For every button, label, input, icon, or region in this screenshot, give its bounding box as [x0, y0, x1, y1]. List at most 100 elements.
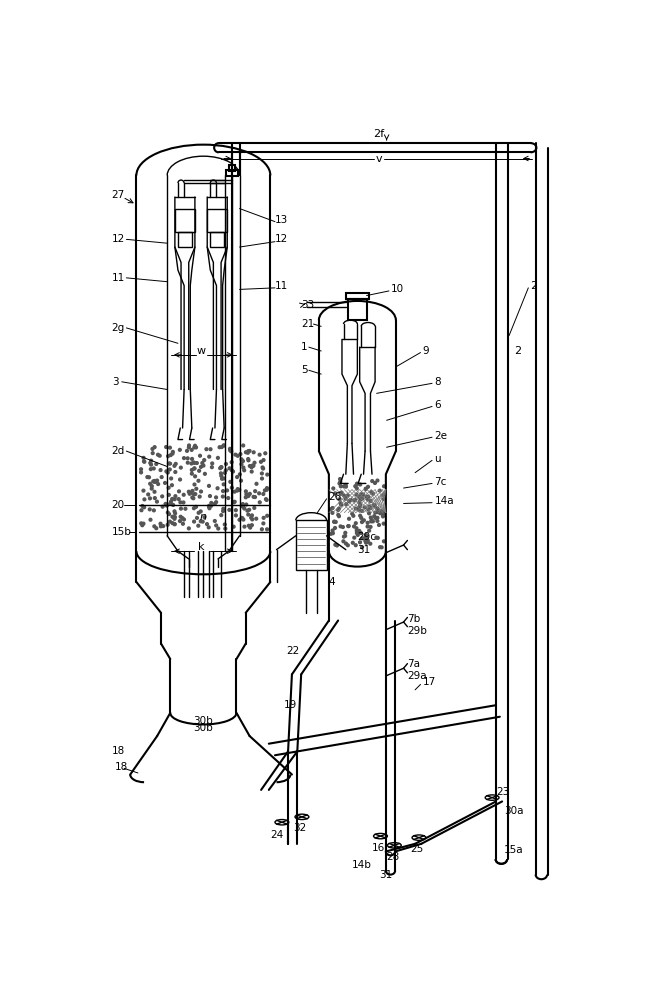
Circle shape [242, 444, 244, 447]
Circle shape [198, 454, 202, 457]
Circle shape [191, 490, 194, 492]
Ellipse shape [412, 835, 426, 840]
Circle shape [382, 515, 384, 518]
Circle shape [264, 498, 268, 501]
Circle shape [214, 502, 216, 505]
Circle shape [237, 488, 239, 490]
Circle shape [246, 458, 250, 460]
Text: 23: 23 [496, 787, 509, 797]
Circle shape [201, 462, 204, 464]
Circle shape [266, 473, 269, 476]
Text: 31: 31 [379, 870, 393, 880]
Circle shape [358, 514, 362, 517]
Circle shape [221, 490, 225, 492]
Circle shape [369, 500, 372, 502]
Circle shape [154, 480, 156, 483]
Circle shape [154, 497, 156, 499]
Circle shape [232, 525, 235, 528]
Text: 29c: 29c [357, 532, 376, 542]
Circle shape [380, 511, 383, 514]
Circle shape [380, 546, 383, 549]
Circle shape [353, 498, 357, 501]
Bar [207, 209, 227, 232]
Text: 12: 12 [112, 234, 125, 244]
Circle shape [167, 513, 171, 515]
Circle shape [379, 512, 382, 515]
Circle shape [247, 524, 250, 527]
Circle shape [240, 458, 243, 461]
Circle shape [245, 503, 248, 506]
Circle shape [331, 532, 334, 535]
Circle shape [205, 448, 208, 451]
Ellipse shape [374, 833, 387, 839]
Circle shape [175, 462, 177, 465]
Circle shape [165, 446, 167, 448]
Bar [346, 293, 369, 299]
Circle shape [172, 504, 175, 506]
Circle shape [376, 479, 379, 482]
Circle shape [165, 504, 168, 507]
Text: 11: 11 [112, 273, 125, 283]
Ellipse shape [275, 820, 289, 825]
Circle shape [171, 522, 174, 525]
Text: 20: 20 [112, 500, 125, 510]
Circle shape [364, 488, 368, 490]
Circle shape [225, 463, 227, 465]
Circle shape [233, 501, 235, 504]
Circle shape [376, 507, 379, 510]
Circle shape [190, 458, 194, 460]
Circle shape [231, 469, 233, 472]
Circle shape [264, 489, 266, 492]
Text: 29b: 29b [407, 626, 427, 636]
Circle shape [173, 516, 176, 518]
Circle shape [239, 453, 242, 455]
Circle shape [201, 520, 204, 523]
Circle shape [369, 507, 372, 510]
Circle shape [229, 447, 231, 450]
Circle shape [351, 512, 354, 515]
Circle shape [258, 453, 261, 456]
Circle shape [338, 498, 341, 501]
Circle shape [187, 446, 190, 449]
Circle shape [158, 454, 161, 457]
Circle shape [247, 450, 250, 452]
Circle shape [188, 444, 190, 447]
Circle shape [253, 507, 256, 509]
Circle shape [179, 515, 182, 518]
Circle shape [149, 462, 152, 464]
Circle shape [247, 513, 250, 516]
Circle shape [334, 543, 337, 546]
Circle shape [242, 466, 244, 469]
Text: 19: 19 [284, 700, 297, 710]
Circle shape [177, 498, 180, 500]
Circle shape [355, 532, 358, 534]
Circle shape [203, 516, 206, 519]
Circle shape [156, 479, 158, 482]
Bar [348, 299, 366, 320]
Circle shape [155, 527, 158, 530]
Circle shape [197, 511, 200, 514]
Text: 2e: 2e [434, 431, 447, 441]
Circle shape [374, 482, 376, 484]
Circle shape [208, 505, 210, 508]
Circle shape [155, 463, 158, 465]
Circle shape [258, 492, 260, 495]
Circle shape [382, 498, 385, 501]
Circle shape [360, 546, 364, 549]
Text: 4: 4 [328, 577, 335, 587]
Circle shape [166, 523, 169, 526]
Circle shape [157, 483, 159, 485]
Circle shape [339, 478, 341, 480]
Circle shape [222, 444, 225, 447]
Circle shape [220, 466, 223, 469]
Circle shape [379, 546, 382, 549]
Circle shape [192, 493, 195, 496]
Circle shape [159, 469, 162, 471]
Circle shape [147, 493, 150, 496]
Circle shape [186, 449, 188, 452]
Circle shape [243, 507, 246, 510]
Circle shape [242, 505, 244, 508]
Circle shape [229, 449, 231, 452]
Circle shape [161, 495, 163, 498]
Circle shape [236, 489, 239, 492]
